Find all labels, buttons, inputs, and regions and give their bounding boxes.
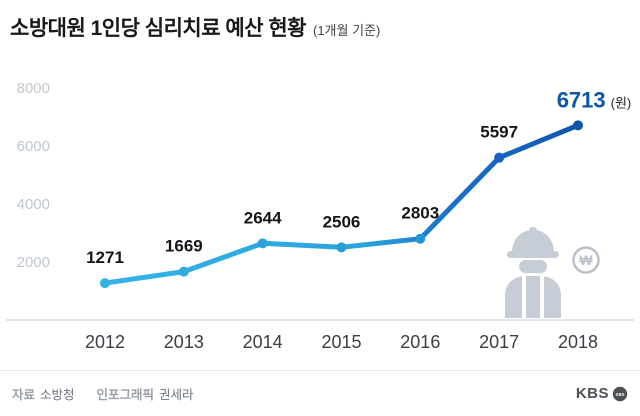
budget-line-chart-svg: 2000 4000 6000 8000 2012 2013 2014 2015 2016 2017… <box>6 80 634 352</box>
svg-text:6713(원): 6713 (원) <box>557 87 632 112</box>
budget-line-chart: 2000 4000 6000 8000 2012 2013 2014 2015 2016 2017… <box>0 58 640 360</box>
credit-value: 권세라 <box>159 388 194 402</box>
svg-text:4000: 4000 <box>17 196 50 213</box>
svg-text:2014: 2014 <box>243 332 283 352</box>
source-label: 자료 <box>12 388 36 402</box>
svg-text:2015: 2015 <box>321 332 361 352</box>
kbs-emblem-icon: KBS <box>612 386 628 401</box>
svg-text:5597: 5597 <box>480 123 518 142</box>
svg-text:8000: 8000 <box>17 80 50 97</box>
page-title: 소방대원 1인당 심리치료 예산 현황 <box>10 17 307 40</box>
footer: 자료 소방청 인포그래픽 권세라 KBS KBS <box>0 370 640 416</box>
source-value: 소방청 <box>40 388 75 402</box>
svg-text:2012: 2012 <box>85 332 125 352</box>
svg-text:1271: 1271 <box>86 248 124 267</box>
svg-text:2017: 2017 <box>479 332 519 352</box>
svg-text:2016: 2016 <box>400 332 440 352</box>
kbs-logo-text: KBS <box>575 385 609 402</box>
page-subtitle: (1개월 기준) <box>313 23 381 38</box>
credit-label: 인포그래픽 <box>96 388 155 402</box>
svg-text:1669: 1669 <box>165 237 203 256</box>
credits: 자료 소방청 인포그래픽 권세라 <box>12 384 194 403</box>
svg-text:2506: 2506 <box>323 212 361 231</box>
kbs-logo: KBS KBS <box>576 385 628 402</box>
svg-text:6000: 6000 <box>17 138 50 155</box>
svg-text:2644: 2644 <box>244 208 282 227</box>
svg-text:2803: 2803 <box>401 204 439 223</box>
svg-text:2018: 2018 <box>558 332 598 352</box>
svg-text:2000: 2000 <box>17 254 50 271</box>
chart-header: 소방대원 1인당 심리치료 예산 현황 (1개월 기준) <box>10 12 630 42</box>
svg-text:KBS: KBS <box>616 391 625 396</box>
svg-text:2013: 2013 <box>164 332 204 352</box>
